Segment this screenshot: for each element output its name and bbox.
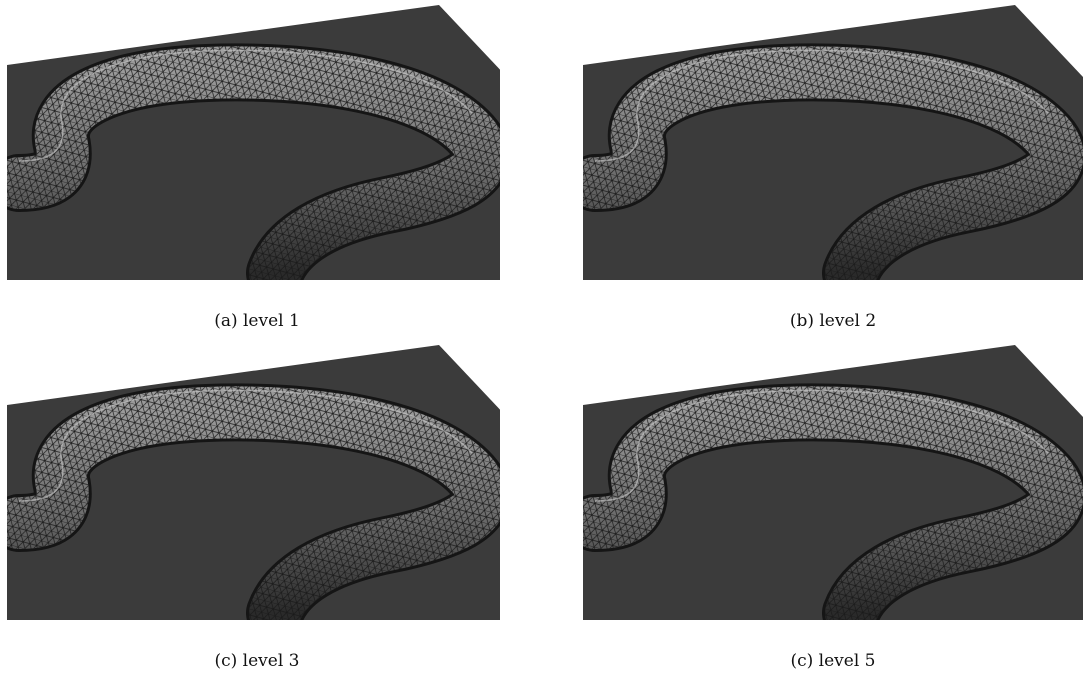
panel-image <box>583 5 1083 280</box>
panel-image <box>583 345 1083 620</box>
caption: (b) level 2 <box>583 311 1083 331</box>
panel-image <box>7 5 507 280</box>
caption: (c) level 3 <box>7 651 507 671</box>
panel-image <box>7 345 507 620</box>
caption: (a) level 1 <box>7 311 507 331</box>
mesh-render <box>583 345 1083 620</box>
caption: (c) level 5 <box>583 651 1083 671</box>
figure: (a) level 1 (b) level 2 (c) level 3 (c) … <box>0 0 1089 677</box>
mesh-render <box>583 5 1083 280</box>
mesh-render <box>7 345 500 620</box>
mesh-render <box>7 5 500 280</box>
